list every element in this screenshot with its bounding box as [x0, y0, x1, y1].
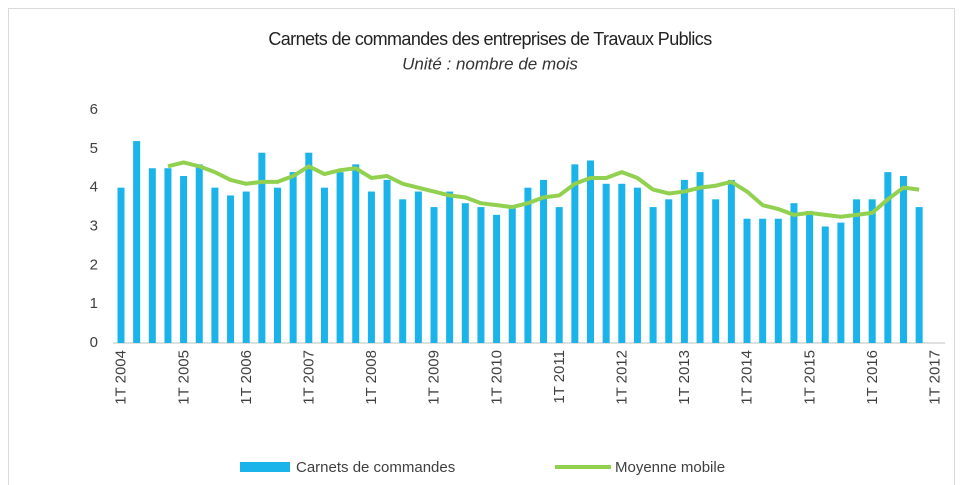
bar: [477, 207, 485, 343]
x-tick-label: 1T 2005: [175, 350, 192, 405]
bar: [508, 207, 516, 343]
y-tick-label: 3: [90, 217, 98, 234]
bar: [461, 203, 469, 343]
x-tick-label: 1T 2014: [739, 350, 756, 405]
x-tick-label: 1T 2004: [113, 350, 130, 405]
x-tick-label: 1T 2015: [801, 350, 818, 405]
bar: [195, 164, 203, 343]
bar: [555, 207, 563, 343]
y-tick-label: 6: [90, 101, 98, 118]
bar: [665, 199, 673, 343]
bar: [180, 176, 188, 343]
bar: [352, 164, 360, 343]
y-tick-label: 2: [90, 256, 98, 273]
bar: [602, 183, 610, 343]
bar: [148, 168, 156, 343]
bar: [430, 207, 438, 343]
legend-label: Carnets de commandes: [296, 459, 455, 476]
bar: [837, 222, 845, 343]
bar: [320, 187, 328, 343]
legend-label: Moyenne mobile: [615, 459, 725, 476]
x-tick-label: 1T 2011: [551, 350, 568, 404]
bar: [383, 179, 391, 343]
y-tick-label: 0: [90, 334, 98, 351]
x-tick-label: 1T 2006: [238, 350, 255, 405]
bar: [696, 172, 704, 343]
bar: [868, 199, 876, 343]
x-tick-label: 1T 2017: [927, 350, 944, 405]
bar: [446, 191, 454, 343]
chart-frame: [8, 8, 955, 485]
x-tick-label: 1T 2013: [676, 350, 693, 405]
bar: [649, 207, 657, 343]
bar: [274, 187, 281, 343]
bar: [133, 141, 141, 343]
bar: [774, 218, 782, 343]
chart-subtitle: Unité : nombre de mois: [402, 54, 578, 73]
line: [167, 160, 920, 219]
bar: [211, 187, 219, 343]
bar: [727, 179, 735, 343]
y-tick-label: 1: [90, 295, 98, 312]
chart-title: Carnets de commandes des entreprises de …: [268, 29, 712, 49]
bar: [571, 164, 579, 343]
x-tick-label: 1T 2012: [614, 350, 631, 405]
bar: [680, 179, 688, 343]
bar: [524, 187, 532, 343]
y-tick-label: 5: [90, 140, 98, 157]
bar: [853, 199, 861, 343]
bar: [258, 152, 266, 343]
bar: [399, 199, 407, 343]
bar: [884, 172, 892, 343]
bar: [540, 179, 548, 343]
bar: [367, 191, 375, 343]
bar: [414, 191, 422, 343]
bar: [712, 199, 720, 343]
bar: [117, 187, 125, 343]
bar: [806, 210, 814, 343]
bar: [242, 191, 250, 343]
bar: [493, 214, 501, 343]
bar: [336, 172, 344, 343]
y-tick-label: 4: [90, 179, 98, 196]
x-tick-label: 1T 2008: [363, 350, 380, 405]
x-tick-label: 1T 2007: [301, 350, 318, 405]
bar: [790, 203, 798, 343]
bar: [915, 207, 923, 343]
bar: [289, 172, 297, 343]
x-tick-label: 1T 2016: [864, 350, 881, 405]
bar: [900, 176, 907, 343]
bar: [743, 218, 751, 343]
bar: [633, 187, 641, 343]
bar: [587, 160, 594, 343]
x-tick-label: 1T 2009: [426, 350, 443, 405]
x-tick-label: 1T 2010: [488, 350, 505, 405]
legend-swatch: [240, 462, 290, 472]
bar: [164, 168, 172, 343]
bar: [821, 226, 829, 343]
bar: [227, 195, 235, 343]
bar: [305, 152, 313, 343]
bar: [759, 218, 767, 343]
bar: [618, 183, 626, 343]
